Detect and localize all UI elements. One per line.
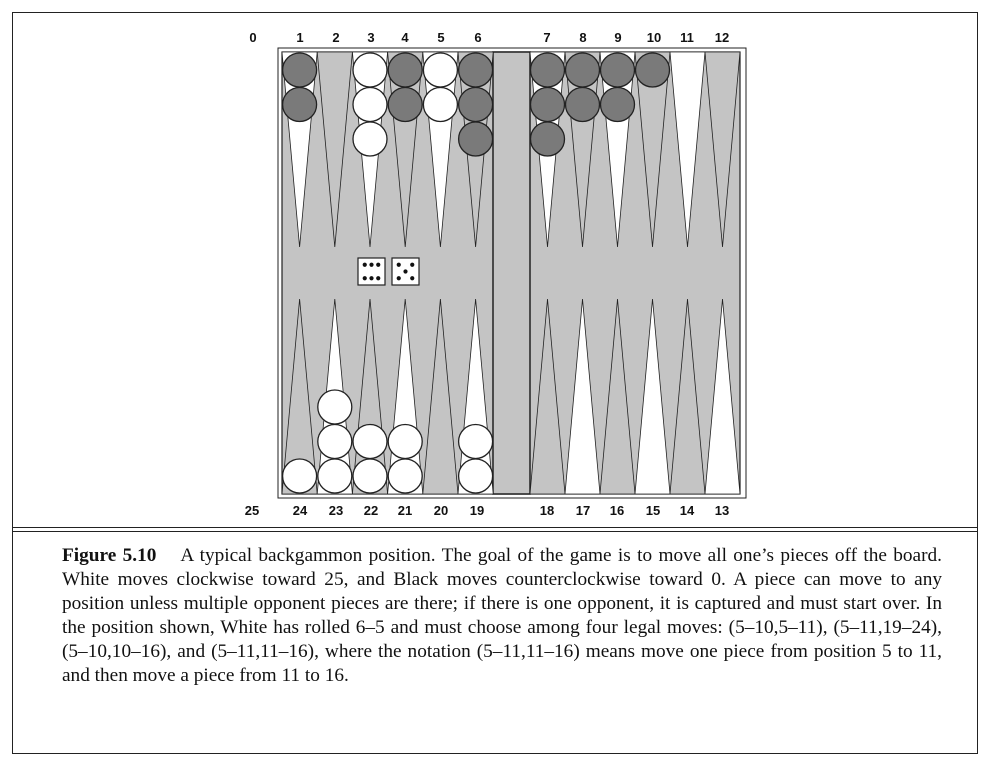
black-checker xyxy=(457,86,494,123)
white-checker xyxy=(387,458,423,494)
black-checker xyxy=(599,52,636,88)
black-checker xyxy=(281,52,318,88)
white-checker xyxy=(352,423,388,460)
die-pip xyxy=(362,276,367,281)
black-checker xyxy=(529,86,566,123)
bottom-point-number: 13 xyxy=(715,503,729,518)
point-bottom-20 xyxy=(422,298,459,495)
caption-divider-second xyxy=(12,531,978,532)
die-pip xyxy=(410,262,415,267)
die-2 xyxy=(391,257,420,286)
white-checker xyxy=(387,423,423,460)
black-checker xyxy=(564,52,601,88)
die-pip xyxy=(376,276,381,281)
point-top-12 xyxy=(704,51,741,248)
white-checker xyxy=(317,389,353,425)
die-pip xyxy=(396,276,401,281)
black-checker xyxy=(387,86,423,123)
point-top-2 xyxy=(316,51,353,248)
point-bottom-13 xyxy=(704,298,741,495)
bottom-point-number: 21 xyxy=(398,503,412,518)
top-point-number: 1 xyxy=(296,30,303,45)
point-bottom-16 xyxy=(599,298,636,495)
bottom-point-number: 19 xyxy=(470,503,484,518)
white-checker xyxy=(457,423,494,460)
white-checker xyxy=(352,52,388,88)
die-1 xyxy=(357,257,386,286)
white-checker xyxy=(281,458,318,494)
figure-label: Figure 5.10 xyxy=(62,545,157,566)
die-pip xyxy=(410,276,415,281)
black-checker xyxy=(529,121,566,157)
bottom-point-number: 22 xyxy=(364,503,378,518)
bottom-point-number: 23 xyxy=(329,503,343,518)
bottom-point-number: 17 xyxy=(576,503,590,518)
black-checker xyxy=(564,86,601,123)
top-point-number: 8 xyxy=(579,30,586,45)
top-point-number: 11 xyxy=(680,30,694,45)
bottom-point-number: 18 xyxy=(540,503,554,518)
white-checker xyxy=(317,423,353,460)
top-point-number: 10 xyxy=(647,30,661,45)
bottom-point-number: 24 xyxy=(293,503,308,518)
die-pip xyxy=(369,276,374,281)
black-checker xyxy=(634,52,671,88)
top-point-number: 6 xyxy=(474,30,481,45)
figure-caption: Figure 5.10 A typical backgammon position… xyxy=(62,544,942,688)
black-checker xyxy=(281,86,318,123)
bottom-point-number: 16 xyxy=(610,503,624,518)
white-checker xyxy=(352,121,388,157)
point-top-10 xyxy=(634,51,671,248)
white-checker xyxy=(352,458,388,494)
top-point-number: 0 xyxy=(249,30,256,45)
white-checker xyxy=(422,86,459,123)
point-bottom-17 xyxy=(564,298,601,495)
top-point-number: 9 xyxy=(614,30,621,45)
point-top-11 xyxy=(669,51,706,248)
black-checker xyxy=(457,52,494,88)
die-pip xyxy=(362,262,367,267)
black-checker xyxy=(529,52,566,88)
top-point-number: 12 xyxy=(715,30,729,45)
black-checker xyxy=(387,52,423,88)
white-checker xyxy=(352,86,388,123)
caption-divider xyxy=(12,527,978,528)
bottom-point-number: 25 xyxy=(245,503,259,518)
top-point-number: 3 xyxy=(367,30,374,45)
die-pip xyxy=(403,269,408,274)
die-pip xyxy=(396,262,401,267)
die-face xyxy=(357,257,386,286)
point-bottom-15 xyxy=(634,298,671,495)
point-bottom-18 xyxy=(529,298,566,495)
caption-text: A typical backgammon position. The goal … xyxy=(62,545,942,686)
die-pip xyxy=(369,262,374,267)
top-point-number: 4 xyxy=(401,30,409,45)
top-point-number: 5 xyxy=(437,30,444,45)
white-checker xyxy=(317,458,353,494)
point-bottom-14 xyxy=(669,298,706,495)
board-bar xyxy=(492,51,531,495)
top-point-number: 7 xyxy=(543,30,550,45)
white-checker xyxy=(422,52,459,88)
bottom-point-number: 14 xyxy=(680,503,695,518)
bottom-point-number: 15 xyxy=(646,503,660,518)
point-bottom-24 xyxy=(281,298,318,495)
black-checker xyxy=(457,121,494,157)
white-checker xyxy=(457,458,494,494)
die-pip xyxy=(376,262,381,267)
bottom-point-number: 20 xyxy=(434,503,448,518)
black-checker xyxy=(599,86,636,123)
top-point-number: 2 xyxy=(332,30,339,45)
figure-frame xyxy=(12,12,978,754)
